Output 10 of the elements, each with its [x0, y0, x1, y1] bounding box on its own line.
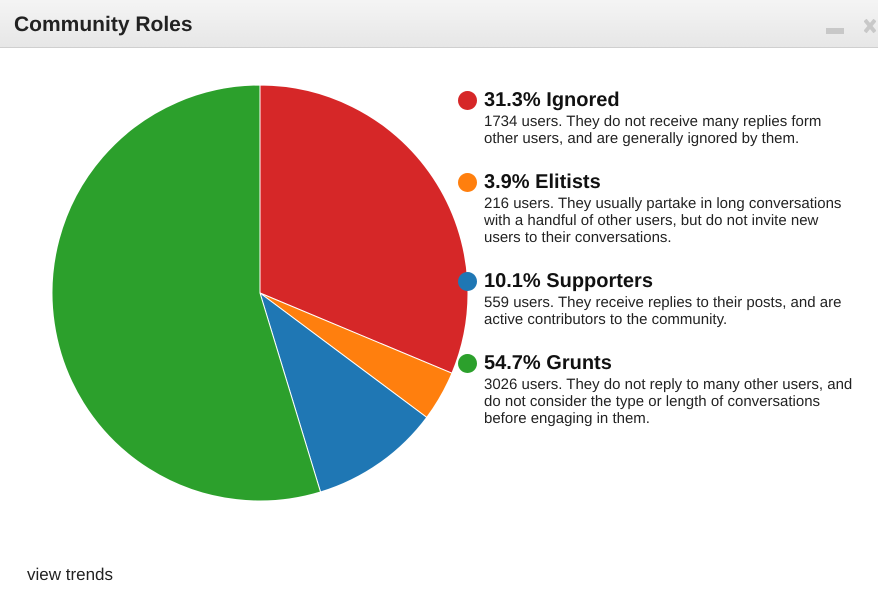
text: view trends [27, 565, 113, 584]
legend-label: 3.9% Elitists [484, 170, 602, 195]
text: 216 users. They usually partake in long conversations with a handful of other users, but do not invite new users to their conversations. [484, 195, 842, 246]
legend-label: 31.3% Ignored [484, 88, 621, 113]
chart-title: Community Roles [14, 13, 193, 37]
text: 559 users. They receive replies to their posts, and are active contributors to the community. [484, 294, 842, 328]
text: 1734 users. They do not receive many replies form other users, and are generally ignored by them. [484, 113, 822, 147]
legend-label: 10.1% Supporters [484, 269, 654, 294]
text: 3026 users. They do not reply to many other users, and do not consider the type or length of conversations before engaging in them. [484, 376, 854, 427]
legend-label: 54.7% Grunts [484, 351, 613, 376]
